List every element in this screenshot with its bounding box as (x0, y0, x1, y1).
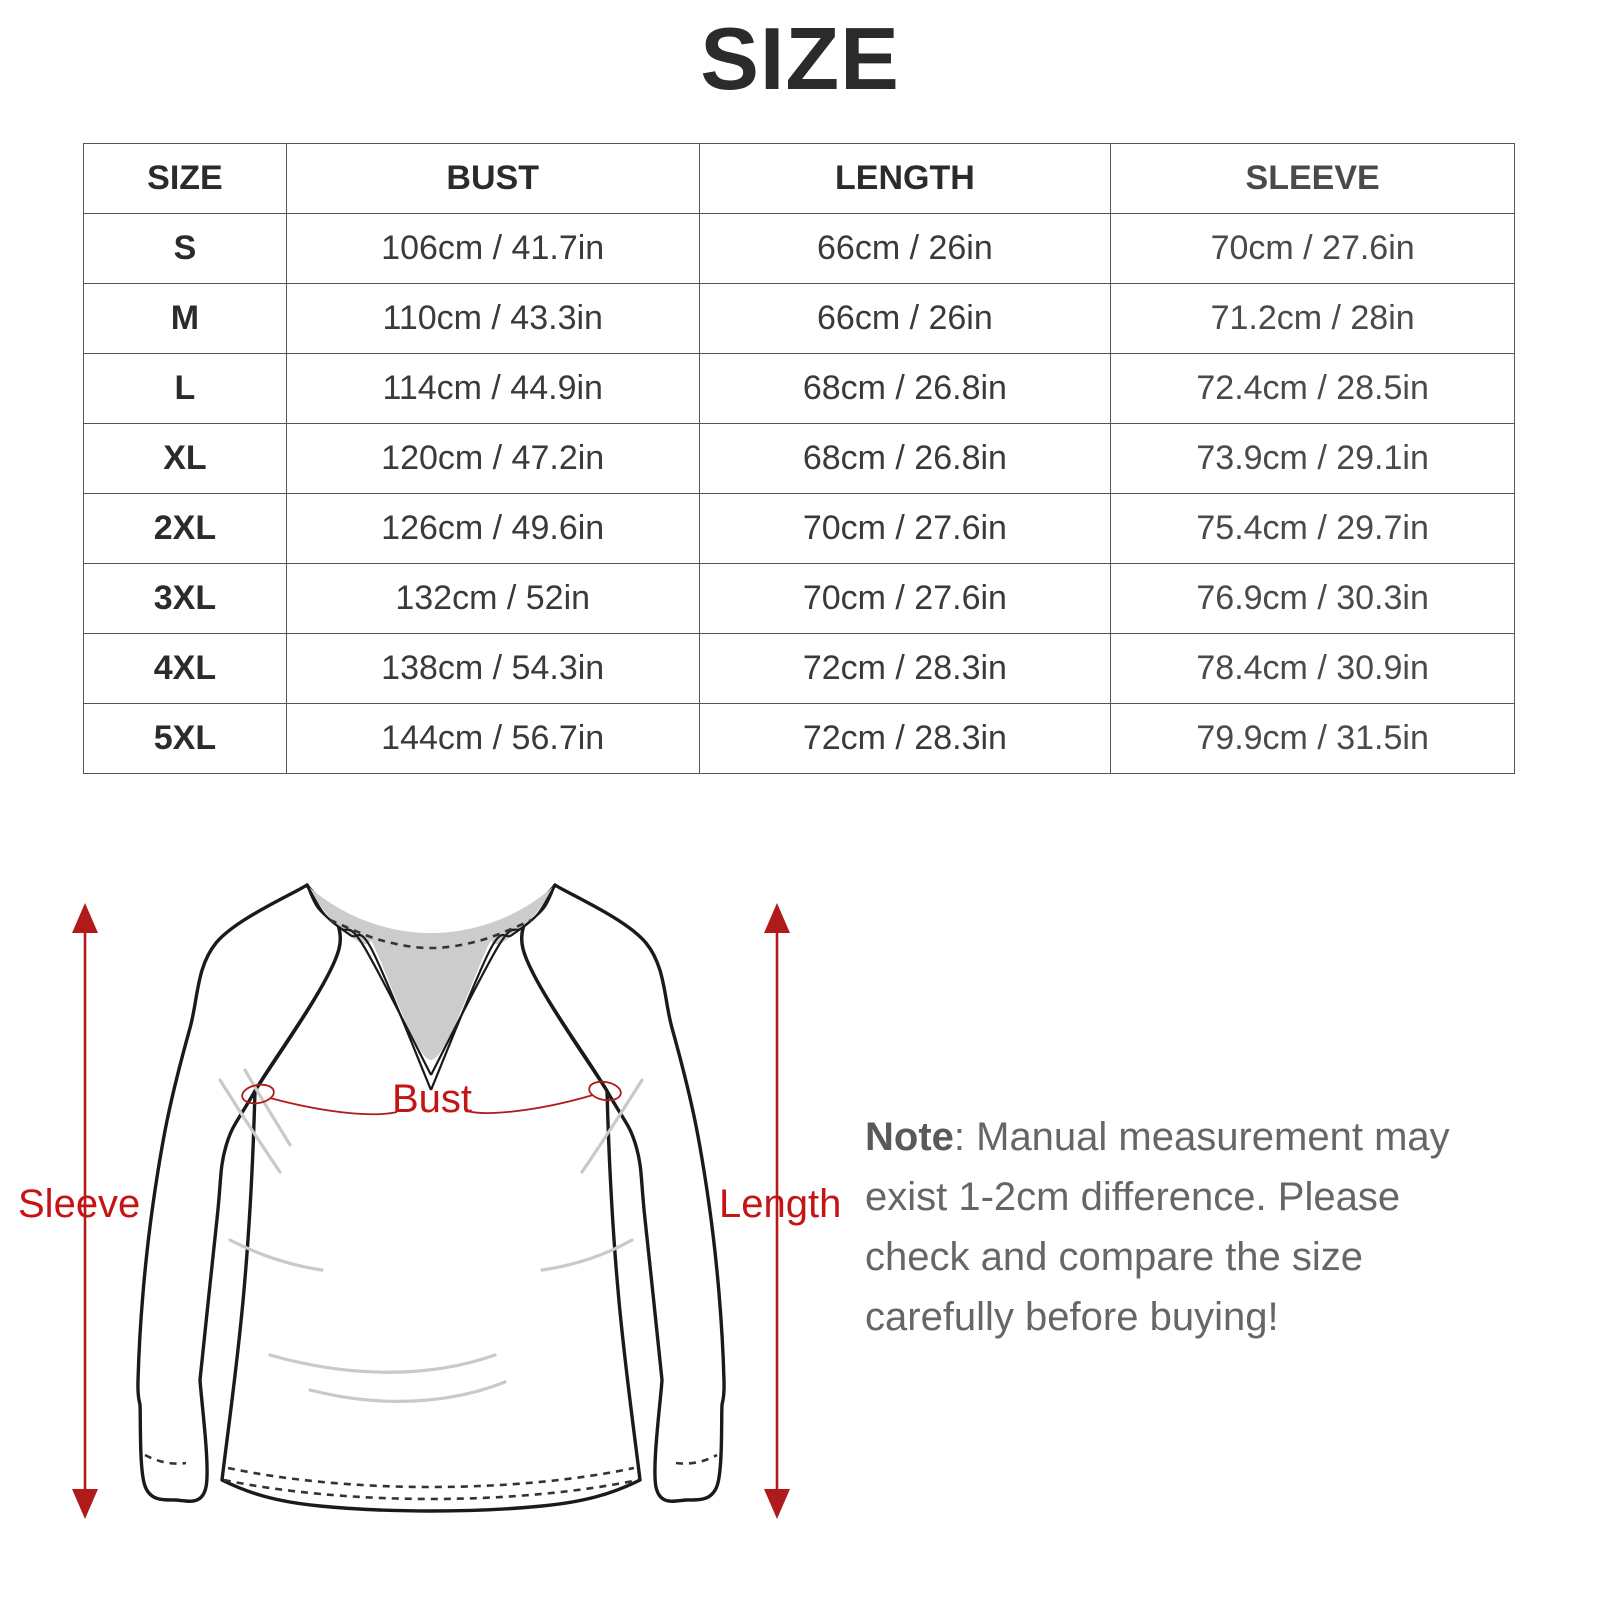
svg-text:Bust: Bust (392, 1077, 472, 1121)
svg-text:Length: Length (719, 1182, 841, 1226)
svg-text:check and compare the size: check and compare the size (865, 1235, 1363, 1279)
svg-text:carefully before buying!: carefully before buying! (865, 1295, 1279, 1339)
svg-text:exist 1-2cm difference. Please: exist 1-2cm difference. Please (865, 1175, 1400, 1219)
svg-text:Sleeve: Sleeve (18, 1182, 140, 1226)
svg-text:Note: Manual measurement may: Note: Manual measurement may (865, 1115, 1450, 1159)
